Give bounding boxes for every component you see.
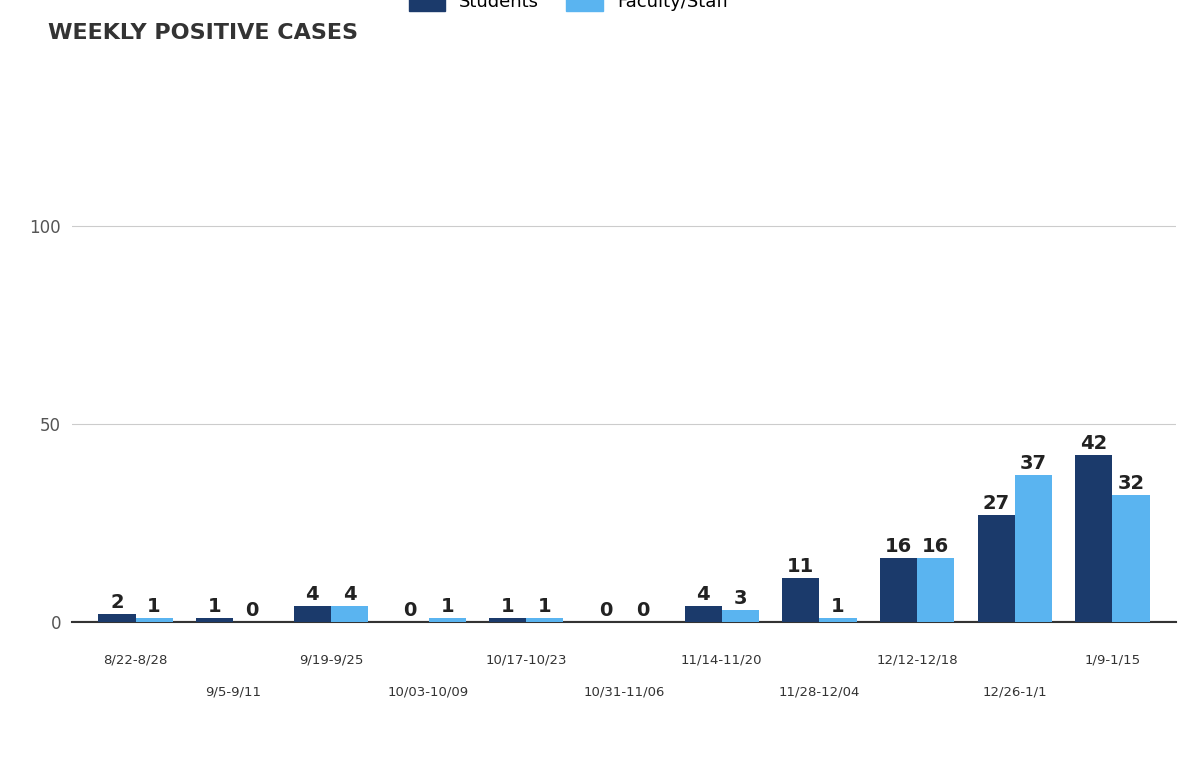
Text: 1: 1 [208, 597, 222, 615]
Bar [527, 618, 564, 622]
Text: 10/17-10/23: 10/17-10/23 [486, 653, 568, 666]
Text: 3: 3 [733, 589, 748, 608]
Text: 10/31-11/06: 10/31-11/06 [583, 685, 665, 698]
Text: 0: 0 [599, 600, 612, 619]
Bar [294, 606, 331, 622]
Text: 27: 27 [983, 493, 1009, 513]
Legend: Students, Faculty/Staff: Students, Faculty/Staff [402, 0, 736, 18]
Text: 9/19-9/25: 9/19-9/25 [299, 653, 364, 666]
Text: 4: 4 [306, 584, 319, 604]
Text: 1: 1 [500, 597, 515, 615]
Text: 42: 42 [1080, 434, 1108, 453]
Bar [1075, 456, 1112, 622]
Text: 16: 16 [922, 537, 949, 556]
Text: 10/03-10/09: 10/03-10/09 [388, 685, 469, 698]
Bar [880, 559, 917, 622]
Text: 37: 37 [1020, 454, 1046, 473]
Text: 1: 1 [148, 597, 161, 615]
Text: 1: 1 [832, 597, 845, 615]
Text: 12/26-1/1: 12/26-1/1 [983, 685, 1048, 698]
Text: 12/12-12/18: 12/12-12/18 [876, 653, 958, 666]
Bar [490, 618, 527, 622]
Bar [917, 559, 954, 622]
Bar [721, 609, 758, 622]
Text: 11/14-11/20: 11/14-11/20 [680, 653, 762, 666]
Text: 32: 32 [1117, 474, 1145, 493]
Bar [98, 614, 136, 622]
Text: 0: 0 [245, 600, 258, 619]
Bar [978, 515, 1015, 622]
Text: 8/22-8/28: 8/22-8/28 [103, 653, 168, 666]
Text: 16: 16 [884, 537, 912, 556]
Text: WEEKLY POSITIVE CASES: WEEKLY POSITIVE CASES [48, 23, 358, 42]
Text: 1: 1 [440, 597, 454, 615]
Bar [428, 618, 466, 622]
Text: 1/9-1/15: 1/9-1/15 [1085, 653, 1140, 666]
Bar [196, 618, 233, 622]
Bar [331, 606, 368, 622]
Bar [782, 578, 820, 622]
Bar [1015, 475, 1052, 622]
Bar [136, 618, 173, 622]
Text: 11: 11 [787, 557, 815, 576]
Text: 4: 4 [696, 584, 710, 604]
Text: 1: 1 [538, 597, 552, 615]
Text: 4: 4 [343, 584, 356, 604]
Text: 2: 2 [110, 593, 124, 612]
Bar [684, 606, 721, 622]
Text: 9/5-9/11: 9/5-9/11 [205, 685, 262, 698]
Bar [820, 618, 857, 622]
Text: 11/28-12/04: 11/28-12/04 [779, 685, 860, 698]
Text: 0: 0 [636, 600, 649, 619]
Bar [1112, 495, 1150, 622]
Text: 0: 0 [403, 600, 416, 619]
